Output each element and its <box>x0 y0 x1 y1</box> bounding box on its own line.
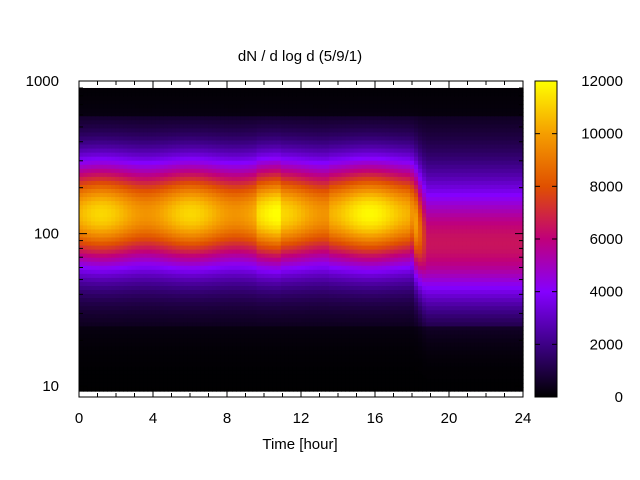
x-tick-label: 8 <box>223 410 231 427</box>
x-tick-label: 24 <box>515 410 532 427</box>
colorbar-tick-label: 12000 <box>581 73 623 90</box>
x-tick-label: 20 <box>441 410 458 427</box>
x-tick-label: 0 <box>75 410 83 427</box>
x-axis-label: Time [hour] <box>262 436 337 453</box>
axes: 0 4 8 12 16 20 2410100100002000400060008000100… <box>26 73 623 427</box>
colorbar-tick-label: 8000 <box>590 178 623 195</box>
colorbar-tick-label: 6000 <box>590 231 623 248</box>
y-tick-label: 1000 <box>26 73 59 90</box>
x-tick-label: 12 <box>293 410 310 427</box>
y-tick-label: 100 <box>34 226 59 243</box>
x-tick-label: 16 <box>367 410 384 427</box>
colorbar <box>535 81 557 397</box>
heatmap-plot <box>79 87 524 392</box>
x-tick-label: 4 <box>149 410 157 427</box>
chart-title: dN / d log d (5/9/1) <box>238 48 362 65</box>
colorbar-tick-label: 0 <box>615 389 623 406</box>
colorbar-tick-label: 10000 <box>581 126 623 143</box>
y-tick-label: 10 <box>42 378 59 395</box>
colorbar-tick-label: 4000 <box>590 284 623 301</box>
colorbar-tick-label: 2000 <box>590 336 623 353</box>
